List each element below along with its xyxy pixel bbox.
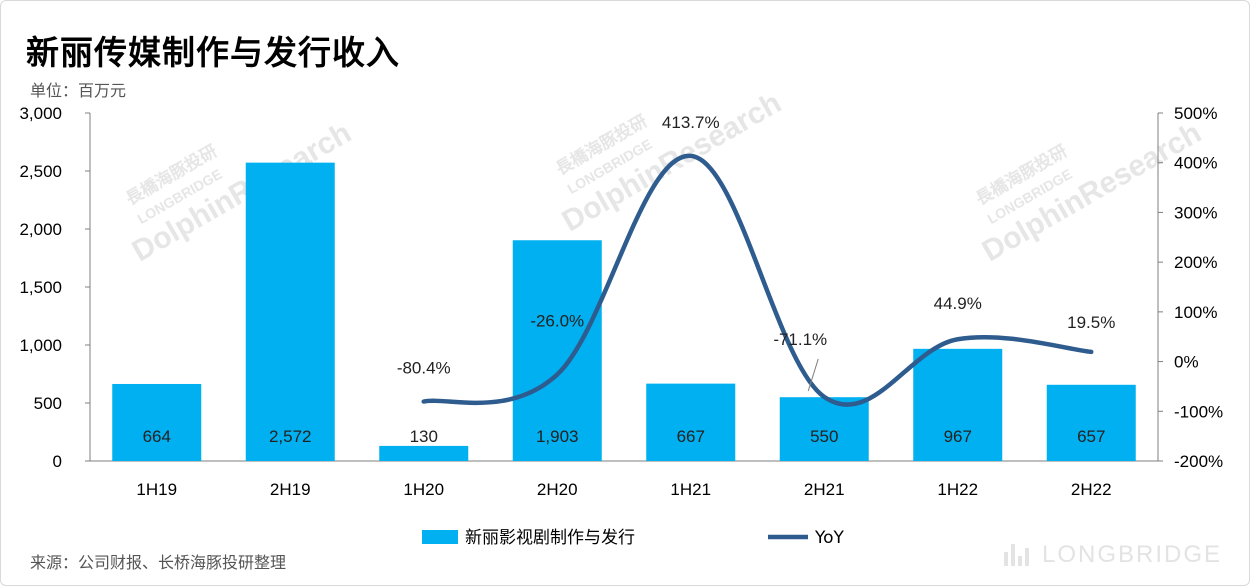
bar — [779, 397, 869, 461]
bar-value-label: 667 — [677, 427, 705, 446]
legend-label-bar: 新丽影视剧制作与发行 — [465, 528, 635, 548]
right-tick-label: 400% — [1174, 154, 1217, 173]
yoy-value-label: 19.5% — [1067, 313, 1115, 332]
watermark-line3: DolphinResearch — [977, 116, 1207, 268]
legend-label-line: YoY — [814, 528, 845, 548]
bar-value-label: 657 — [1077, 427, 1105, 446]
yoy-value-label: 44.9% — [934, 294, 982, 313]
category-label: 1H21 — [670, 480, 711, 499]
category-label: 2H20 — [537, 480, 578, 499]
right-tick-label: -100% — [1174, 402, 1223, 421]
right-tick-label: 100% — [1174, 303, 1217, 322]
bar — [112, 383, 202, 461]
bar — [379, 445, 469, 461]
brand-watermark: LONGBRIDGE — [1042, 541, 1223, 568]
category-label: 1H22 — [937, 480, 978, 499]
category-label: 2H21 — [804, 480, 845, 499]
legend-swatch-bar — [422, 530, 458, 544]
bar-series: 664 2,572 130 1,903 667 550 967 657 — [112, 162, 1136, 461]
yoy-value-label: -26.0% — [530, 311, 584, 330]
right-tick-label: -200% — [1174, 452, 1223, 471]
right-tick-label: 300% — [1174, 203, 1217, 222]
unit-label: 单位：百万元 — [30, 81, 127, 100]
right-tick-label: 0% — [1174, 353, 1199, 372]
bar-value-label: 1,903 — [536, 427, 579, 446]
bar — [1046, 384, 1136, 461]
left-tick-label: 3,000 — [19, 104, 62, 123]
left-tick-label: 0 — [53, 452, 62, 471]
left-tick-label: 1,000 — [19, 336, 62, 355]
left-tick-label: 500 — [34, 394, 62, 413]
bar — [646, 383, 736, 461]
yoy-value-label: -71.1% — [773, 330, 827, 349]
longbridge-logo-icon — [1004, 544, 1029, 566]
right-tick-label: 200% — [1174, 253, 1217, 272]
left-tick-label: 2,500 — [19, 162, 62, 181]
bar-value-label: 664 — [143, 427, 171, 446]
bar — [245, 162, 335, 461]
yoy-value-label: -80.4% — [397, 359, 451, 378]
category-label: 2H19 — [270, 480, 311, 499]
bar-value-label: 967 — [944, 427, 972, 446]
bar-value-label: 550 — [810, 427, 838, 446]
right-tick-label: 500% — [1174, 104, 1217, 123]
yoy-line — [421, 153, 1094, 407]
bar — [512, 240, 602, 461]
left-tick-label: 2,000 — [19, 220, 62, 239]
yoy-value-label: 413.7% — [662, 113, 720, 132]
yoy-series: -80.4% -26.0% 413.7% -71.1% 44.9% 19.5% — [397, 113, 1115, 407]
yoy-label-leader — [807, 358, 819, 392]
category-label: 1H19 — [136, 480, 177, 499]
legend: 新丽影视剧制作与发行 YoY — [422, 528, 845, 548]
category-label: 2H22 — [1071, 480, 1112, 499]
category-label: 1H20 — [403, 480, 444, 499]
chart-title: 新丽传媒制作与发行收入 — [26, 33, 400, 72]
source-note: 来源：公司财报、长桥海豚投研整理 — [30, 553, 287, 572]
left-tick-label: 1,500 — [19, 278, 62, 297]
bar-value-label: 130 — [410, 427, 438, 446]
bar — [913, 348, 1003, 461]
bar-value-label: 2,572 — [269, 427, 312, 446]
